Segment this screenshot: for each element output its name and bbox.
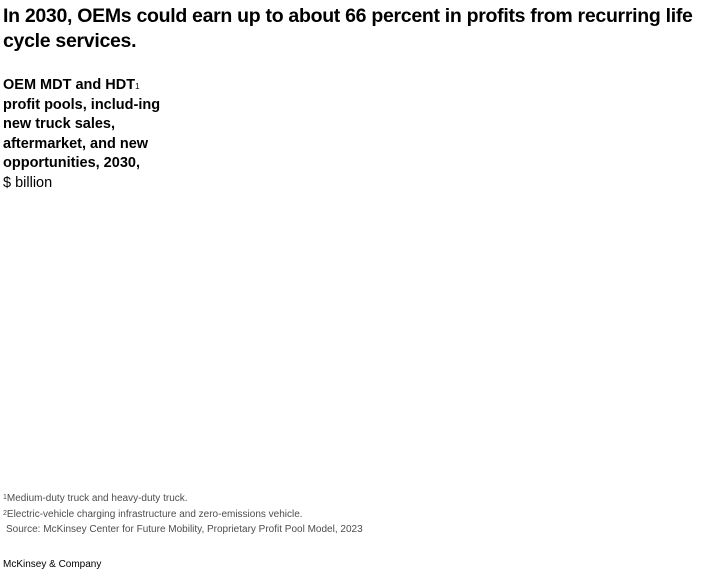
- footnote-1: 1Medium-duty truck and heavy-duty truck.: [3, 491, 603, 507]
- footnote-2: 2Electric-vehicle charging infrastructur…: [3, 507, 603, 523]
- footnote-2-marker: 2: [3, 509, 7, 517]
- subtitle-text: OEM MDT and HDT: [3, 77, 136, 93]
- chart-title: In 2030, OEMs could earn up to about 66 …: [3, 5, 693, 52]
- brand-logo-text: McKinsey & Company: [3, 559, 102, 570]
- source-note: Source: McKinsey Center for Future Mobil…: [6, 524, 363, 535]
- footnote-marker-1: 1: [135, 82, 140, 91]
- subtitle-text-continued: profit pools, includ-ing new truck sales…: [3, 96, 161, 172]
- footnote-2-text: Electric-vehicle charging infrastructure…: [6, 508, 303, 520]
- chart-subtitle: OEM MDT and HDT1 profit pools, includ-in…: [3, 76, 168, 193]
- footnotes: 1Medium-duty truck and heavy-duty truck.…: [3, 491, 603, 538]
- subtitle-unit: $ billion: [3, 174, 53, 191]
- footnote-1-marker: 1: [3, 494, 7, 501]
- footnote-1-text: Medium-duty truck and heavy-duty truck.: [6, 493, 188, 504]
- chart-plot-area: [170, 70, 710, 480]
